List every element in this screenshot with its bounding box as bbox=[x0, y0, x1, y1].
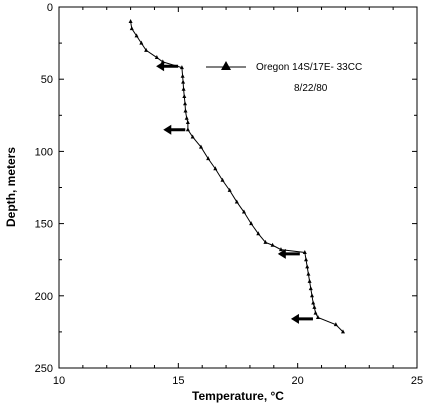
data-point bbox=[234, 199, 239, 204]
y-tick-label: 100 bbox=[35, 146, 53, 158]
y-tick-label: 200 bbox=[35, 291, 53, 303]
x-tick-label: 25 bbox=[411, 375, 423, 387]
data-point bbox=[227, 187, 232, 192]
data-point bbox=[184, 115, 189, 120]
data-point bbox=[312, 304, 317, 309]
data-point bbox=[249, 221, 254, 226]
data-point bbox=[213, 166, 218, 171]
data-point bbox=[307, 278, 312, 283]
x-tick-label: 20 bbox=[292, 375, 304, 387]
data-point bbox=[144, 47, 149, 52]
data-point bbox=[270, 242, 275, 247]
data-point bbox=[256, 231, 261, 236]
y-tick-label: 150 bbox=[35, 219, 53, 231]
legend-date: 8/22/80 bbox=[294, 83, 328, 94]
data-point bbox=[129, 26, 134, 31]
data-point bbox=[185, 127, 190, 132]
data-point bbox=[263, 239, 268, 244]
data-point bbox=[304, 257, 309, 262]
y-axis-title: Depth, meters bbox=[4, 147, 18, 227]
x-tick-label: 15 bbox=[172, 375, 184, 387]
arrow-head bbox=[163, 124, 172, 135]
data-point bbox=[305, 264, 310, 269]
y-axis-ticks: 0 50 100 150 200 250 bbox=[35, 2, 417, 375]
data-point bbox=[302, 249, 307, 254]
data-point bbox=[181, 79, 186, 84]
x-tick-label: 10 bbox=[53, 375, 65, 387]
y-tick-label: 250 bbox=[35, 363, 53, 375]
data-point bbox=[181, 86, 186, 91]
data-point bbox=[278, 247, 283, 252]
series-group bbox=[128, 18, 346, 334]
data-point bbox=[333, 322, 338, 327]
y-tick-label: 0 bbox=[47, 2, 53, 14]
data-point bbox=[220, 177, 225, 182]
arrows-group bbox=[156, 61, 313, 324]
data-point bbox=[154, 55, 159, 60]
data-point bbox=[206, 156, 211, 161]
data-point bbox=[183, 101, 188, 106]
data-point bbox=[313, 310, 318, 315]
data-point bbox=[190, 134, 195, 139]
data-point bbox=[183, 108, 188, 113]
y-tick-label: 50 bbox=[41, 74, 53, 86]
data-point bbox=[306, 271, 311, 276]
data-point bbox=[134, 33, 139, 38]
data-point bbox=[241, 209, 246, 214]
data-point bbox=[182, 94, 187, 99]
data-point bbox=[311, 300, 316, 305]
data-point bbox=[315, 314, 320, 319]
data-point bbox=[180, 73, 185, 78]
arrow-head bbox=[277, 248, 286, 259]
legend-triangle-marker bbox=[221, 61, 231, 70]
data-point bbox=[185, 120, 190, 125]
data-point bbox=[199, 144, 204, 149]
data-point bbox=[139, 40, 144, 45]
arrow-head bbox=[290, 313, 299, 324]
data-point bbox=[308, 286, 313, 291]
arrow-head bbox=[156, 61, 165, 72]
x-axis-ticks: 10 15 20 25 bbox=[53, 7, 423, 387]
data-point bbox=[128, 18, 133, 23]
data-point bbox=[341, 329, 346, 334]
data-point bbox=[309, 293, 314, 298]
data-point bbox=[179, 65, 184, 70]
legend-label: Oregon 14S/17E- 33CC bbox=[256, 62, 362, 73]
legend: Oregon 14S/17E- 33CC 8/22/80 bbox=[206, 61, 362, 94]
x-axis-title: Temperature, °C bbox=[192, 389, 284, 403]
plot-frame bbox=[58, 6, 418, 369]
